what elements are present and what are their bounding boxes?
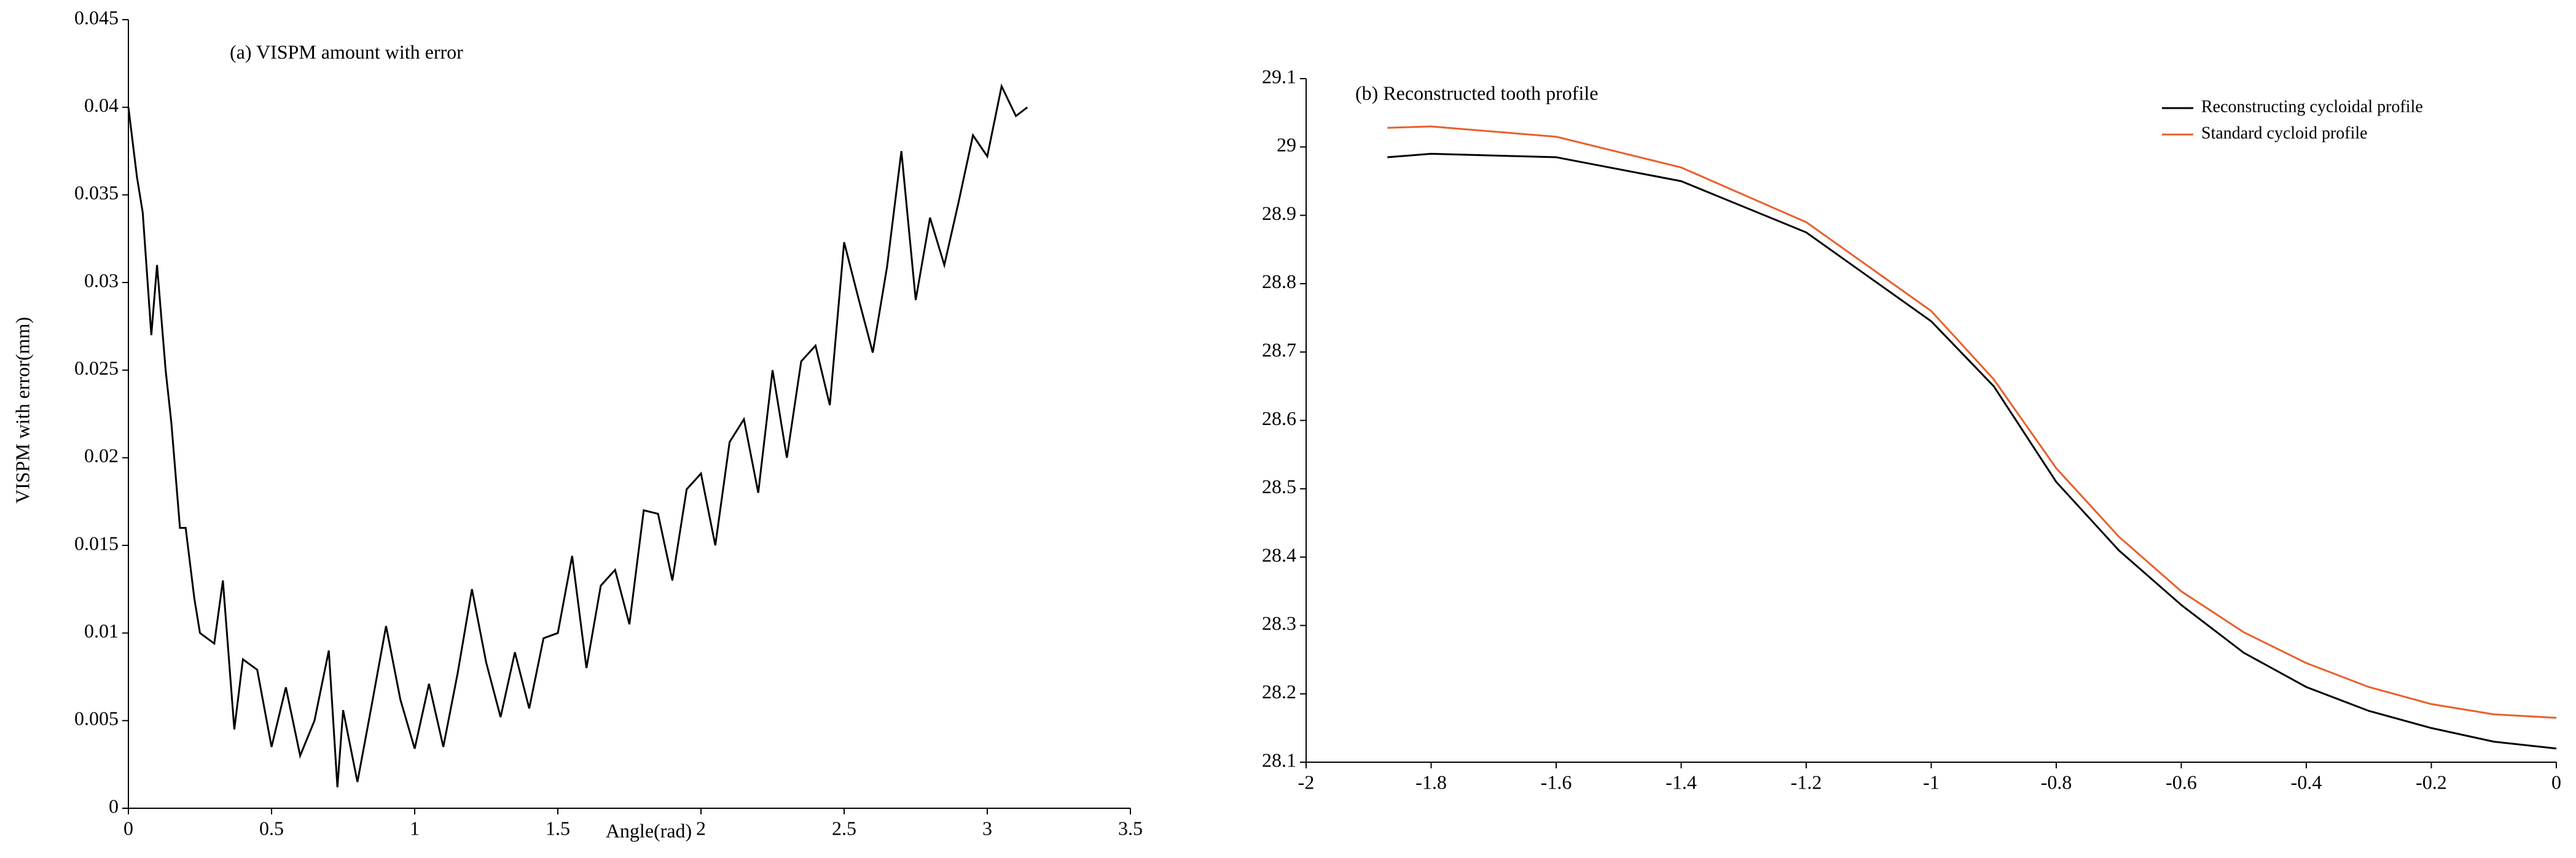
data-line <box>127 83 1028 787</box>
y-tick-label: 0 <box>109 795 119 817</box>
x-tick-label: 2.5 <box>832 817 856 839</box>
data-line <box>1387 125 2557 719</box>
x-tick-label: -2 <box>1298 771 1315 793</box>
x-tick-label: -1.8 <box>1415 771 1447 793</box>
y-tick-label: 28.5 <box>1262 475 1296 497</box>
x-tick-label: -1.6 <box>1541 771 1572 793</box>
y-tick-label: 0.01 <box>84 620 119 642</box>
y-axis-label: VISPM with error(mm) <box>11 317 33 504</box>
y-tick-label: 0.005 <box>74 708 119 730</box>
y-tick-label: 0.015 <box>74 532 119 554</box>
y-tick-label: 28.2 <box>1262 681 1296 703</box>
x-tick-label: 3 <box>982 817 992 839</box>
y-tick-label: 28.1 <box>1262 749 1296 771</box>
y-tick-label: 28.3 <box>1262 612 1296 634</box>
x-tick-label: 1 <box>410 817 420 839</box>
y-tick-label: 0.04 <box>84 94 119 116</box>
y-tick-label: 28.8 <box>1262 270 1296 292</box>
y-tick-label: 0.02 <box>84 445 119 467</box>
x-tick-label: 0.5 <box>259 817 284 839</box>
x-tick-label: 0 <box>123 817 133 839</box>
y-tick-label: 29 <box>1277 134 1296 156</box>
x-tick-label: -0.2 <box>2416 771 2447 793</box>
y-tick-label: 0.03 <box>84 269 119 291</box>
x-tick-label: -0.8 <box>2041 771 2072 793</box>
data-line <box>1387 152 2557 750</box>
x-tick-label: 1.5 <box>546 817 570 839</box>
x-tick-label: 3.5 <box>1118 817 1143 839</box>
legend-label: Reconstructing cycloidal profile <box>2201 97 2423 116</box>
x-tick-label: 2 <box>696 817 706 839</box>
x-tick-label: 0 <box>2551 771 2561 793</box>
x-tick-label: -1.4 <box>1666 771 1697 793</box>
y-tick-label: 0.045 <box>74 6 119 28</box>
y-tick-label: 28.6 <box>1262 407 1296 429</box>
y-tick-label: 28.7 <box>1262 339 1296 361</box>
y-tick-label: 0.035 <box>74 182 119 204</box>
y-tick-label: 28.4 <box>1262 544 1296 566</box>
x-tick-label: -0.4 <box>2291 771 2322 793</box>
x-axis-label: Angle(rad) <box>606 819 692 841</box>
chart-title: (b) Reconstructed tooth profile <box>1355 82 1598 104</box>
x-tick-label: -0.6 <box>2166 771 2197 793</box>
y-tick-label: 0.025 <box>74 357 119 379</box>
y-tick-label: 28.9 <box>1262 202 1296 224</box>
x-tick-label: -1.2 <box>1791 771 1822 793</box>
chart-title: (a) VISPM amount with error <box>230 41 463 63</box>
legend-label: Standard cycloid profile <box>2201 123 2368 142</box>
x-tick-label: -1 <box>1923 771 1940 793</box>
y-tick-label: 29.1 <box>1262 65 1296 87</box>
